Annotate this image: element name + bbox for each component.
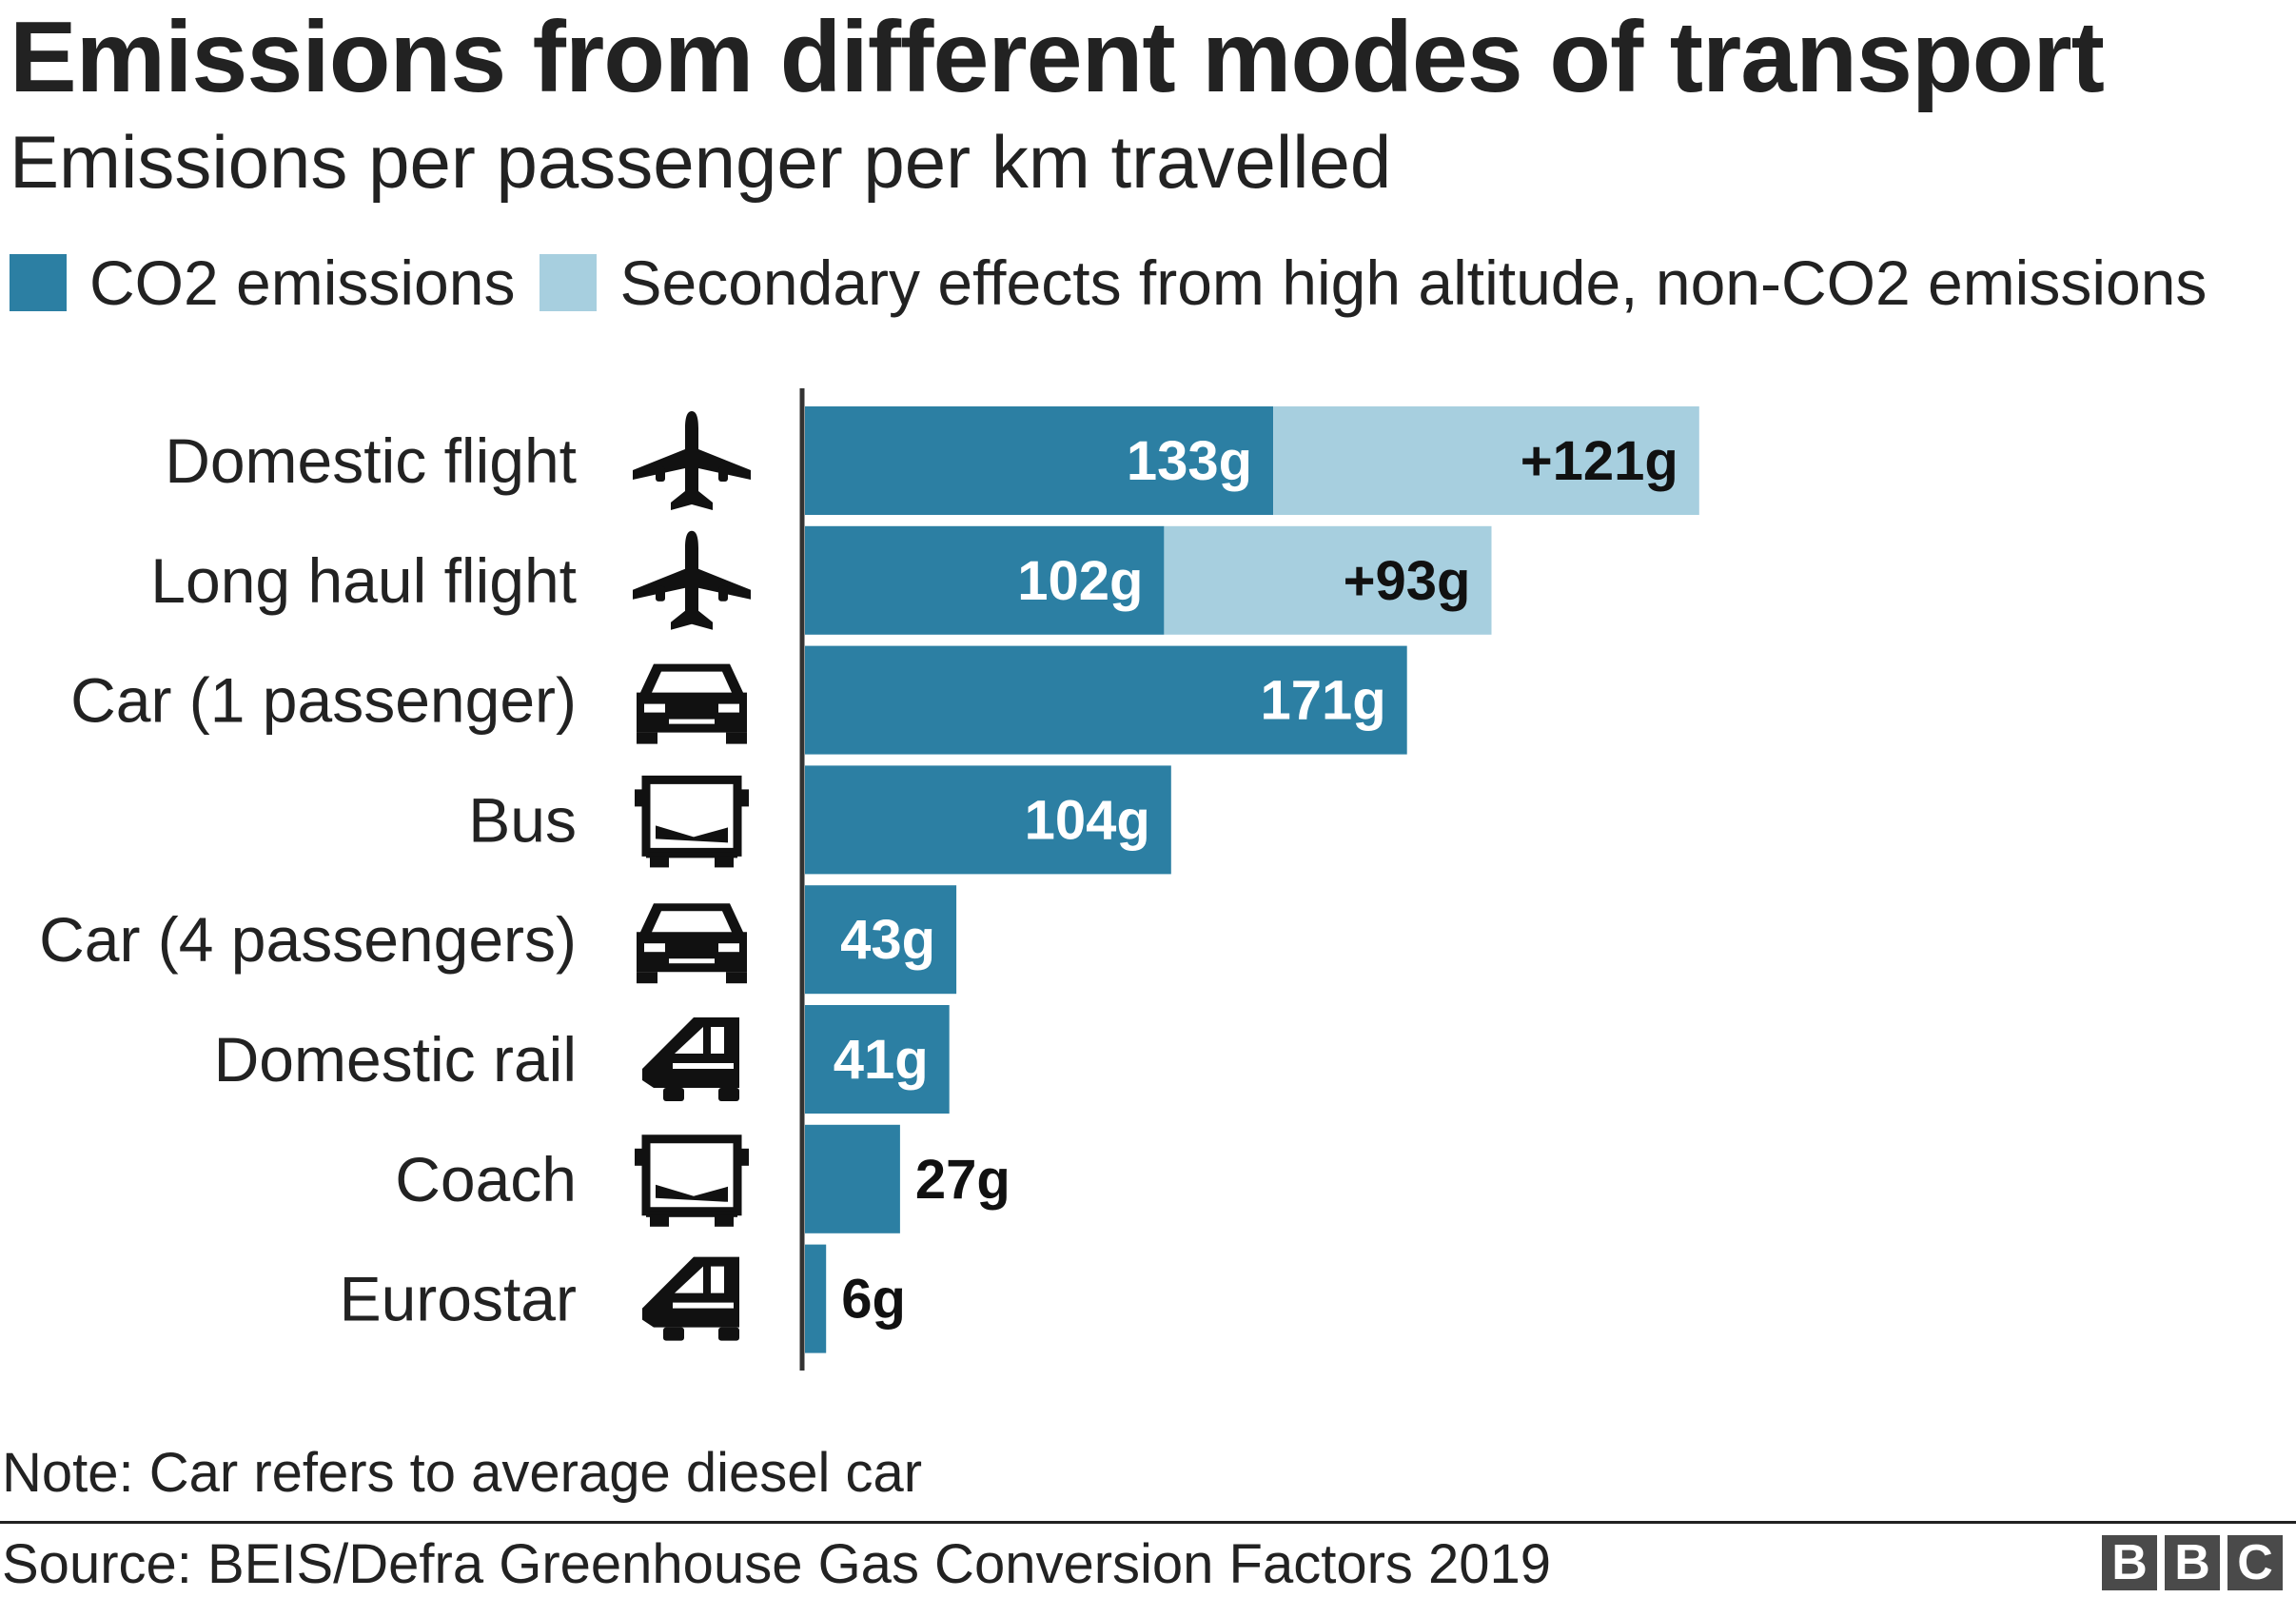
plane-icon	[633, 530, 751, 630]
value-label: 41g	[834, 1029, 929, 1091]
value-label: 6g	[841, 1269, 906, 1331]
value-label: 43g	[840, 909, 935, 971]
logo-letter: B	[2102, 1535, 2157, 1590]
legend-swatch-secondary	[540, 254, 598, 311]
bar-co2	[805, 1124, 900, 1233]
chart-row: Long haul flight 102g +93g	[150, 525, 1492, 635]
category-label: Coach	[395, 1144, 577, 1214]
category-label: Domestic flight	[165, 425, 577, 496]
chart-row: Car (1 passenger) 171g	[70, 645, 1407, 755]
chart-row: Car (4 passengers) 43g	[39, 885, 957, 995]
value-label: 171g	[1260, 670, 1385, 732]
legend-item-secondary: Secondary effects from high altitude, no…	[540, 247, 2231, 319]
value-label: +121g	[1521, 430, 1678, 492]
bar-co2	[805, 525, 1165, 635]
bar-co2	[805, 1005, 950, 1114]
footer-divider	[0, 1521, 2296, 1524]
legend-swatch-co2	[10, 254, 67, 311]
train-icon	[642, 1017, 739, 1101]
category-label: Car (1 passenger)	[70, 665, 577, 736]
legend-label-co2: CO2 emissions	[89, 247, 516, 318]
train-icon	[642, 1256, 739, 1341]
chart-row: Eurostar 6g	[340, 1244, 906, 1353]
legend-label-secondary: Secondary effects from high altitude, no…	[619, 247, 2208, 318]
bar-co2	[805, 885, 957, 995]
bar-co2	[805, 1244, 827, 1353]
bar-co2	[805, 765, 1171, 875]
chart-row: Coach 27g	[395, 1124, 1011, 1233]
category-label: Domestic rail	[214, 1024, 577, 1095]
legend-item-co2: CO2 emissions	[10, 247, 540, 319]
bar-secondary	[1273, 406, 1699, 515]
bar-co2	[805, 645, 1407, 755]
chart-row: Domestic flight 133g +121g	[165, 406, 1699, 515]
bus-icon	[635, 779, 749, 867]
bar-secondary	[1164, 525, 1492, 635]
logo-letter: B	[2165, 1535, 2220, 1590]
chart-row: Domestic rail 41g	[214, 1005, 950, 1114]
car-icon	[637, 663, 747, 744]
category-label: Bus	[468, 784, 577, 855]
bus-icon	[635, 1139, 749, 1227]
chart-note: Note: Car refers to average diesel car	[2, 1442, 923, 1504]
chart-subtitle: Emissions per passenger per km travelled	[10, 120, 1392, 204]
logo-letter: C	[2227, 1535, 2283, 1590]
category-label: Car (4 passengers)	[39, 904, 577, 975]
car-icon	[637, 903, 747, 984]
category-label: Long haul flight	[150, 545, 577, 616]
chart-rows: Domestic flight 133g +121g Long haul flight…	[39, 406, 1699, 1353]
bbc-logo: B B C	[2102, 1535, 2283, 1590]
chart-title: Emissions from different modes of transp…	[10, 1, 2105, 113]
bar-chart: Domestic flight 133g +121g Long haul flight…	[39, 388, 1699, 1371]
bar-co2	[805, 406, 1274, 515]
value-label: 27g	[915, 1149, 1011, 1211]
value-label: 133g	[1127, 430, 1252, 492]
plane-icon	[633, 411, 751, 510]
chart-source: Source: BEIS/Defra Greenhouse Gas Conver…	[2, 1533, 1552, 1595]
value-label: 104g	[1025, 789, 1150, 851]
chart-row: Bus 104g	[468, 765, 1171, 875]
category-label: Eurostar	[340, 1264, 577, 1334]
value-label: 102g	[1017, 550, 1143, 612]
legend: CO2 emissions Secondary effects from hig…	[10, 247, 2231, 319]
value-label: +93g	[1344, 550, 1471, 612]
